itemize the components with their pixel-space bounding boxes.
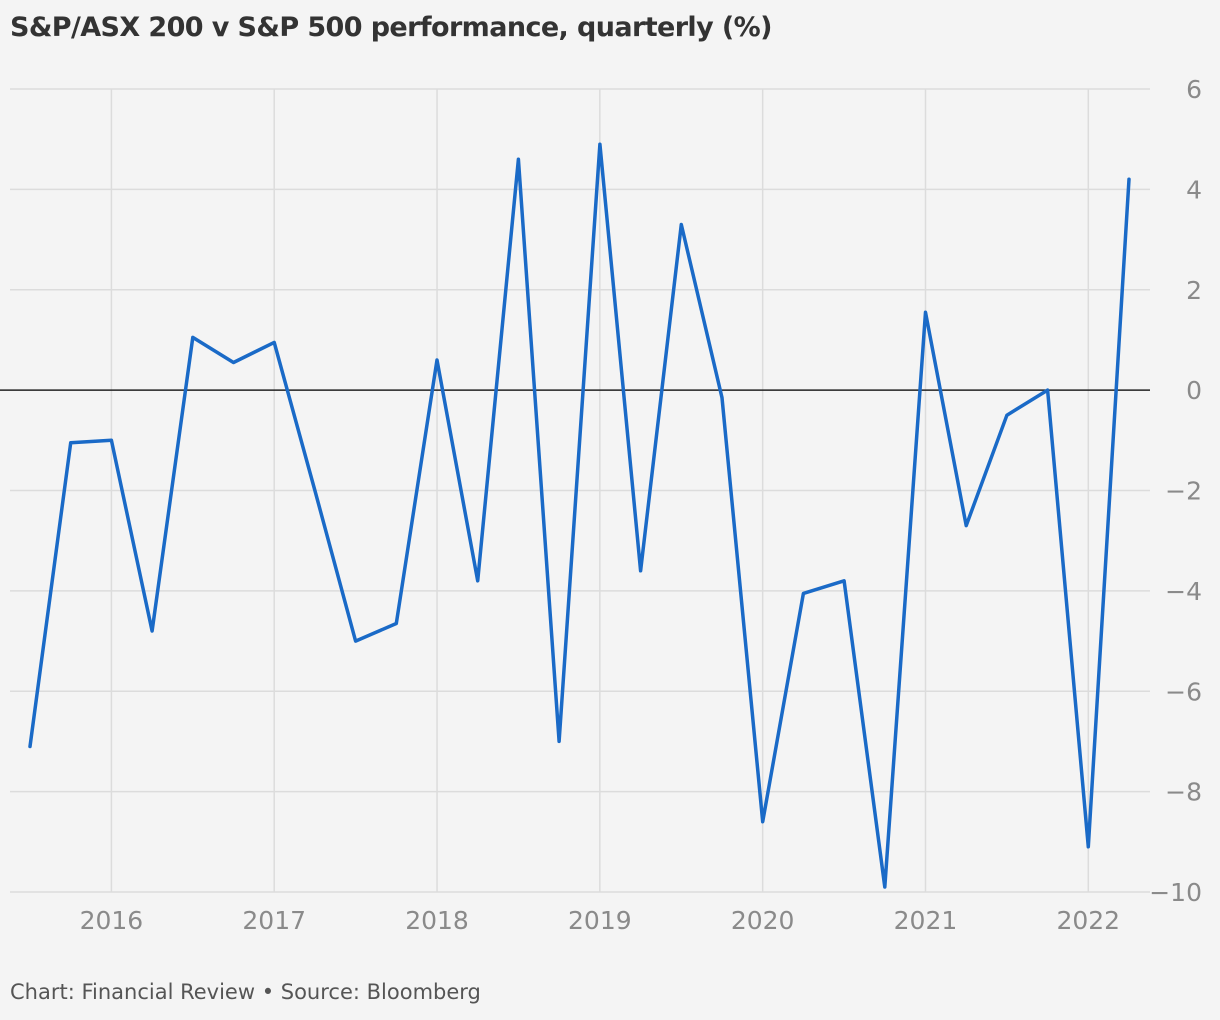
x-tick-label: 2016 xyxy=(80,906,144,935)
y-tick-label: −8 xyxy=(1165,778,1202,807)
x-tick-label: 2019 xyxy=(568,906,632,935)
x-axis-ticks: 2016 2017 2018 2019 2020 2021 2022 xyxy=(80,906,1121,935)
x-tick-label: 2017 xyxy=(242,906,306,935)
chart-title: S&P/ASX 200 v S&P 500 performance, quart… xyxy=(10,12,772,43)
y-tick-label: −6 xyxy=(1165,677,1202,706)
series xyxy=(28,142,1131,889)
x-tick-label: 2021 xyxy=(894,906,958,935)
grid xyxy=(10,88,1150,893)
y-tick-label: −2 xyxy=(1165,477,1202,506)
y-tick-label: 4 xyxy=(1186,175,1202,204)
y-tick-label: −4 xyxy=(1165,577,1202,606)
x-tick-label: 2022 xyxy=(1056,906,1120,935)
y-axis-ticks: 6 4 2 0 −2 −4 −6 −8 −10 xyxy=(1149,75,1202,907)
y-tick-label: 6 xyxy=(1186,75,1202,104)
y-tick-label: 0 xyxy=(1186,376,1202,405)
chart-source-footer: Chart: Financial Review • Source: Bloomb… xyxy=(10,980,481,1004)
y-tick-label: −10 xyxy=(1149,878,1202,907)
series-line xyxy=(28,142,1131,889)
x-tick-label: 2020 xyxy=(731,906,795,935)
x-tick-label: 2018 xyxy=(405,906,469,935)
y-tick-label: 2 xyxy=(1186,276,1202,305)
